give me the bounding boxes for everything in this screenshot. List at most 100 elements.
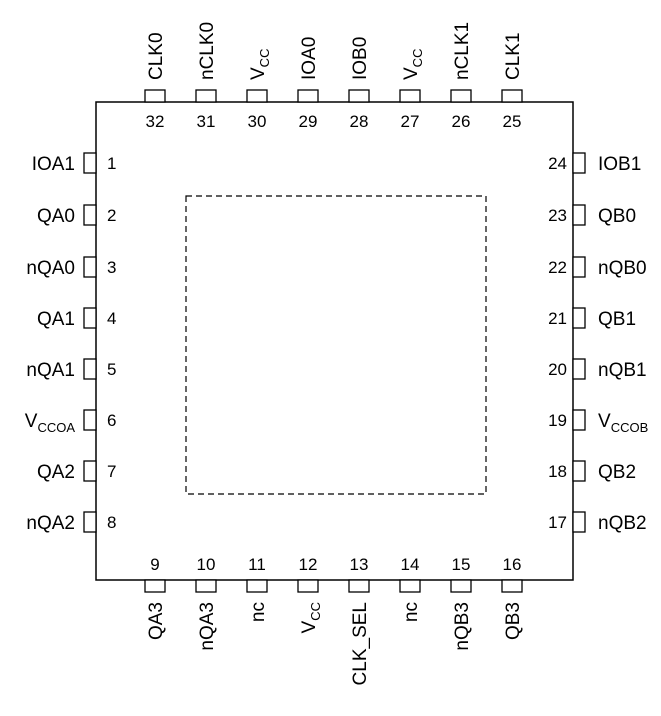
pin-31-label-nclk0: nCLK0: [197, 22, 218, 80]
pin-14-label-nc: nc: [401, 602, 422, 622]
pin-16-number: 16: [503, 555, 522, 574]
pin-26-label-nclk1: nCLK1: [452, 22, 473, 80]
pin-3-number: 3: [107, 258, 116, 277]
pin-7-label-qa2: QA2: [37, 462, 75, 483]
pin-1-number: 1: [107, 154, 116, 173]
pin-20-lead: [572, 358, 586, 380]
pin-26-number: 26: [452, 112, 471, 131]
pin-9-number: 9: [150, 555, 159, 574]
pin-11-number: 11: [248, 555, 266, 574]
pin-29-lead: [297, 89, 319, 103]
pin-30-number: 30: [248, 112, 267, 131]
pin-13-label-clk-sel: CLK_SEL: [350, 602, 371, 685]
pin-20-label-nqb1: nQB1: [598, 360, 647, 381]
pin-15-number: 15: [452, 555, 471, 574]
pin-15-lead: [450, 579, 472, 593]
pin-27-label-vcc: VCC: [401, 49, 425, 80]
pin-21-number: 21: [548, 309, 567, 328]
pin-23-lead: [572, 204, 586, 226]
pin-31-number: 31: [197, 112, 216, 131]
pin-24-number: 24: [548, 154, 567, 173]
pin-6-number: 6: [107, 411, 116, 430]
pin-25-number: 25: [503, 112, 522, 131]
pin-13-lead: [348, 579, 370, 593]
pin-19-lead: [572, 409, 586, 431]
pin-7-lead: [83, 460, 97, 482]
pin-14-lead: [399, 579, 421, 593]
pin-16-lead: [501, 579, 523, 593]
pin-10-label-nqa3: nQA3: [197, 602, 218, 651]
pin-24-label-iob1: IOB1: [598, 154, 641, 175]
pin-16-label-qb3: QB3: [503, 602, 524, 640]
pin-5-label-nqa1: nQA1: [26, 360, 75, 381]
pin-20-number: 20: [548, 360, 567, 379]
pin-1-label-ioa1: IOA1: [32, 154, 75, 175]
pin-10-lead: [195, 579, 217, 593]
pin-14-number: 14: [401, 555, 420, 574]
pin-4-label-qa1: QA1: [37, 309, 75, 330]
pin-25-label-clk1: CLK1: [503, 32, 524, 80]
pin-4-number: 4: [107, 309, 116, 328]
pin-3-label-nqa0: nQA0: [26, 258, 75, 279]
pin-8-label-nqa2: nQA2: [26, 513, 75, 534]
pin-17-label-nqb2: nQB2: [598, 513, 647, 534]
pin-28-label-iob0: IOB0: [350, 37, 371, 80]
pin-30-lead: [246, 89, 268, 103]
pin-26-lead: [450, 89, 472, 103]
pin-9-lead: [144, 579, 166, 593]
pin-11-lead: [246, 579, 268, 593]
pin-8-lead: [83, 511, 97, 533]
pin-1-lead: [83, 152, 97, 174]
pin-2-lead: [83, 204, 97, 226]
pin-23-number: 23: [548, 206, 567, 225]
pin-6-lead: [83, 409, 97, 431]
pin-10-number: 10: [197, 555, 216, 574]
exposed-pad-outline: [185, 195, 487, 495]
pins-layer: 1 IOA1 2 QA0 3 nQA0 4 QA1 5 nQA1 6 VCCOA 7 QA2 8 nQA2 24…: [25, 22, 649, 686]
pin-28-number: 28: [350, 112, 369, 131]
pin-12-label-vcc: VCC: [299, 602, 323, 633]
pin-21-label-qb1: QB1: [598, 309, 636, 330]
pin-9-label-qa3: QA3: [146, 602, 167, 640]
pin-18-label-qb2: QB2: [598, 462, 636, 483]
pin-17-lead: [572, 511, 586, 533]
pin-8-number: 8: [107, 513, 116, 532]
pin-2-number: 2: [107, 206, 116, 225]
pin-6-label-vccoa: VCCOA: [25, 411, 76, 435]
pin-12-lead: [297, 579, 319, 593]
pin-30-label-vcc: VCC: [248, 49, 272, 80]
pin-21-lead: [572, 307, 586, 329]
pin-12-number: 12: [299, 555, 318, 574]
pin-29-label-ioa0: IOA0: [299, 37, 320, 80]
pin-3-lead: [83, 256, 97, 278]
pin-24-lead: [572, 152, 586, 174]
pin-15-label-nqb3: nQB3: [452, 602, 473, 651]
pin-18-lead: [572, 460, 586, 482]
pin-2-label-qa0: QA0: [37, 206, 75, 227]
pin-19-label-vccob: VCCOB: [598, 411, 648, 435]
pin-31-lead: [195, 89, 217, 103]
pin-11-label-nc: nc: [248, 602, 269, 622]
pin-23-label-qb0: QB0: [598, 206, 636, 227]
pin-27-number: 27: [401, 112, 420, 131]
pin-18-number: 18: [548, 462, 567, 481]
pin-17-number: 17: [548, 513, 567, 532]
pin-32-lead: [144, 89, 166, 103]
pin-28-lead: [348, 89, 370, 103]
pin-13-number: 13: [350, 555, 369, 574]
pin-4-lead: [83, 307, 97, 329]
package-body: [95, 101, 574, 581]
pin-32-number: 32: [146, 112, 165, 131]
pin-27-lead: [399, 89, 421, 103]
pin-22-label-nqb0: nQB0: [598, 258, 647, 279]
pin-5-lead: [83, 358, 97, 380]
pin-25-lead: [501, 89, 523, 103]
pin-22-lead: [572, 256, 586, 278]
pin-22-number: 22: [548, 258, 567, 277]
pin-7-number: 7: [107, 462, 116, 481]
pin-19-number: 19: [548, 411, 567, 430]
pin-32-label-clk0: CLK0: [146, 32, 167, 80]
pin-5-number: 5: [107, 360, 116, 379]
